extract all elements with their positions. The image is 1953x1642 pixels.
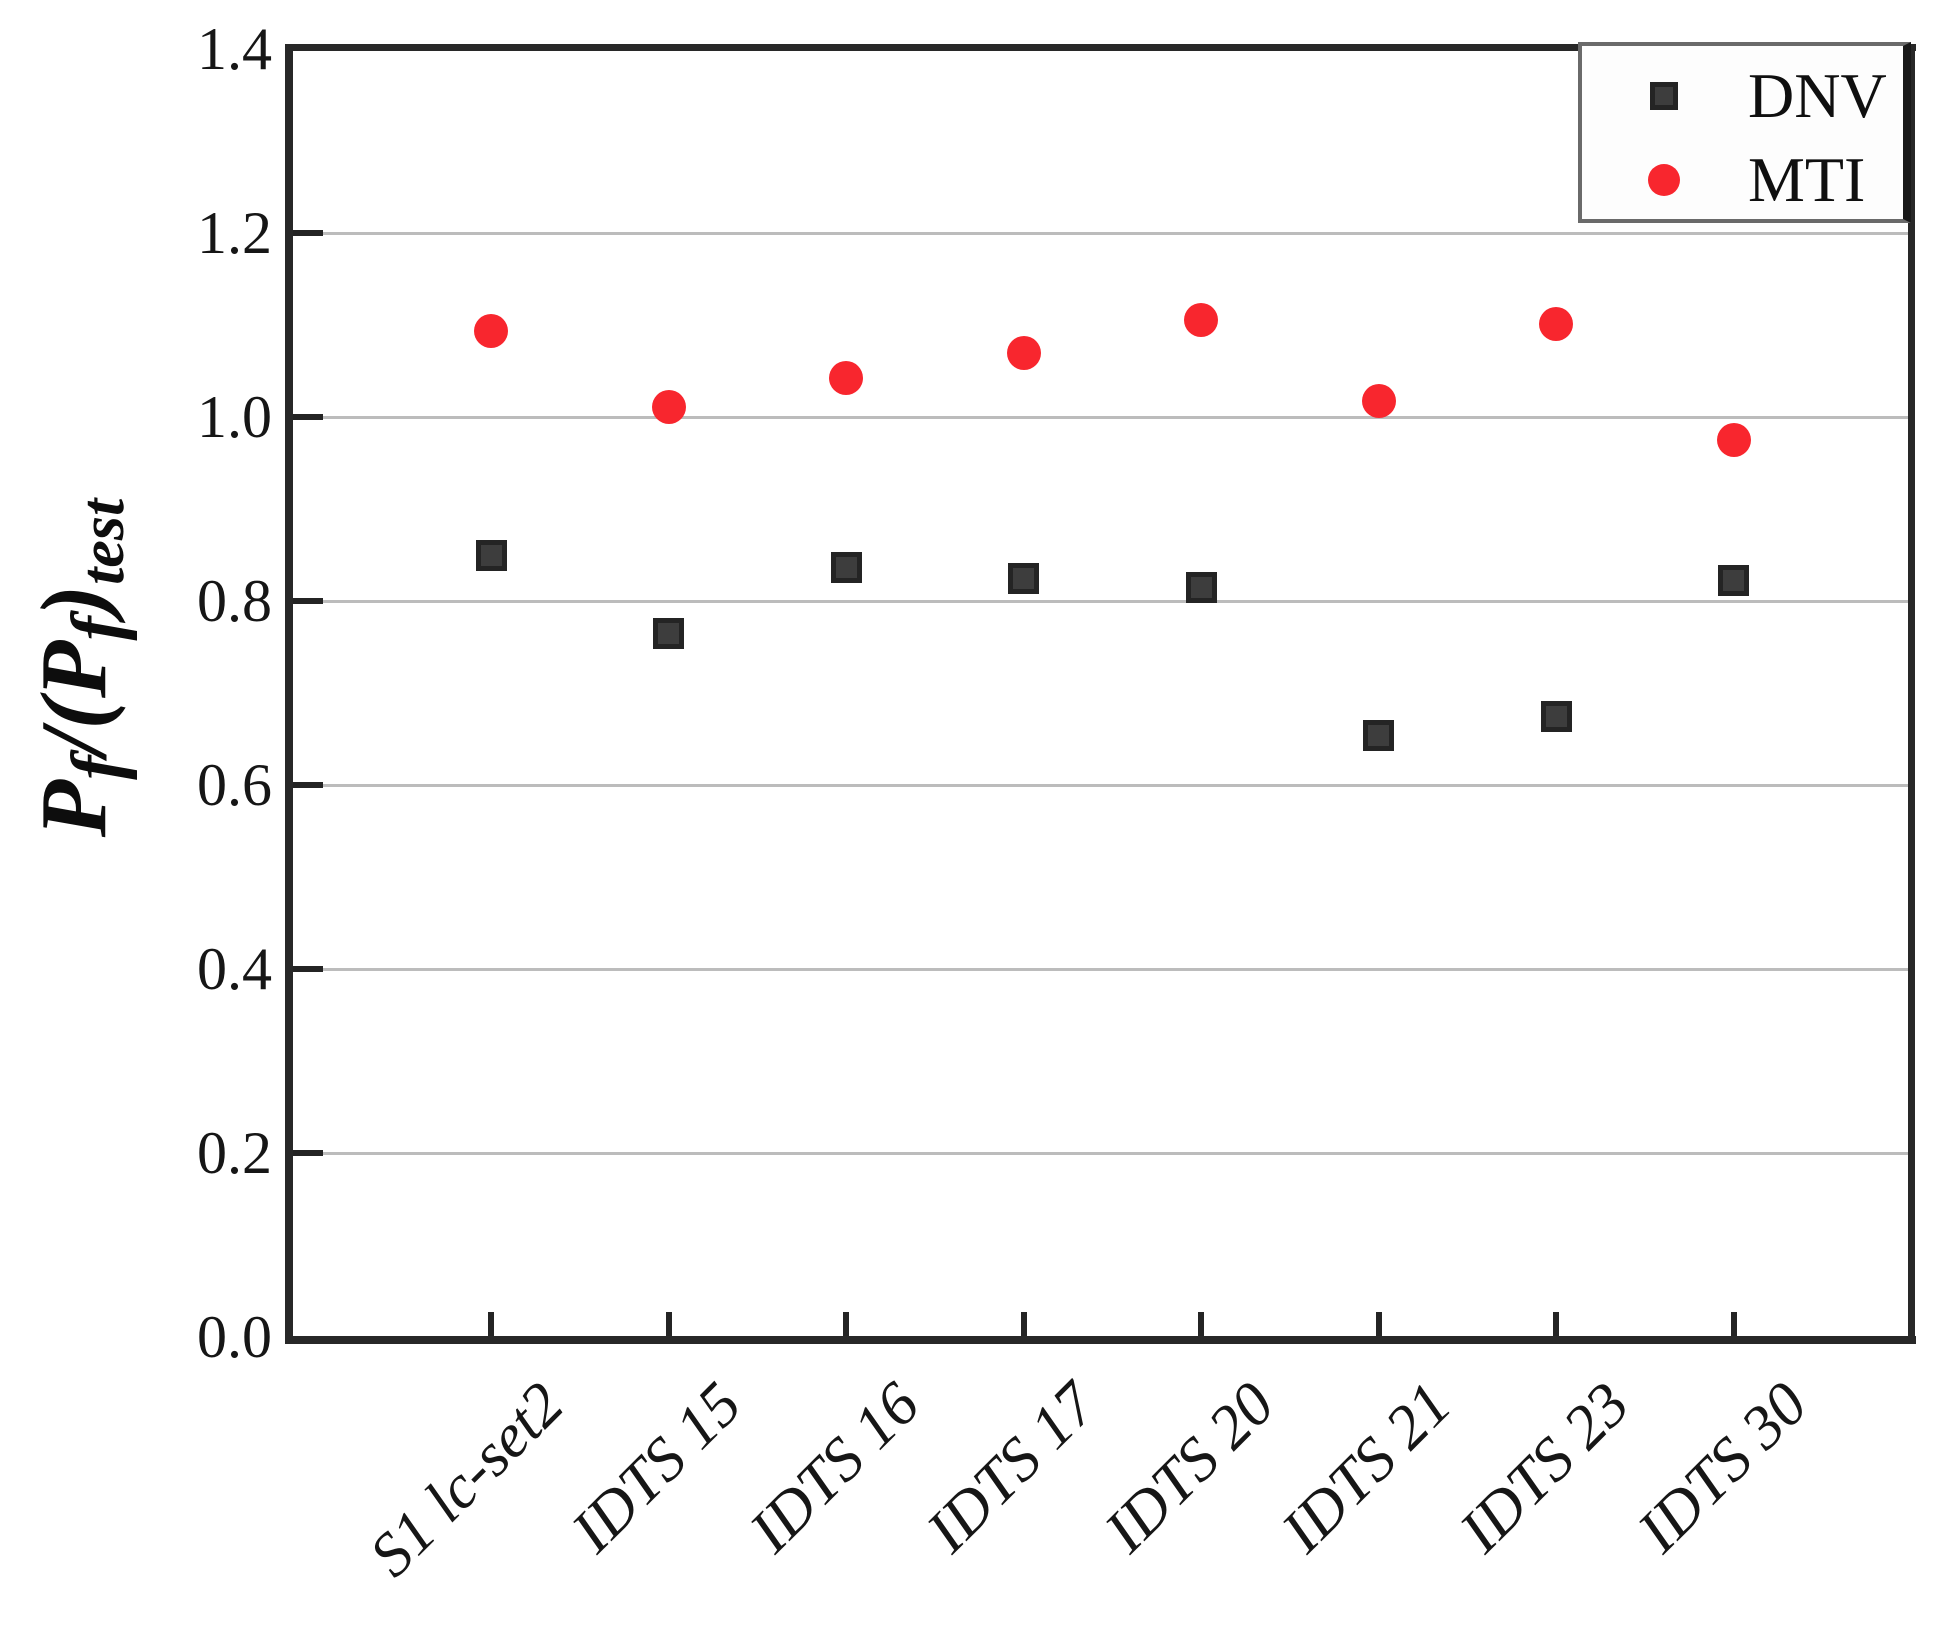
x-tick [665, 1312, 672, 1336]
data-point-dnv [1718, 565, 1750, 597]
gridline [293, 416, 1908, 419]
data-point-mti [829, 361, 864, 396]
y-tick [293, 598, 323, 604]
data-point-dnv [1008, 562, 1040, 594]
data-point-mti [1184, 303, 1219, 338]
y-tick-label: 0.4 [197, 936, 272, 1002]
data-point-dnv [653, 617, 685, 649]
x-tick [1730, 1312, 1737, 1336]
x-tick [1020, 1312, 1027, 1336]
y-axis-title-sub: f [56, 755, 138, 780]
y-tick-label: 0.6 [197, 752, 272, 818]
y-tick [293, 782, 323, 788]
x-tick [488, 1312, 494, 1336]
y-axis-title: Pf/(Pf)test [20, 499, 139, 838]
gridline [293, 600, 1908, 603]
legend-label-dnv: DNV [1748, 60, 1887, 131]
gridline [293, 784, 1908, 787]
y-axis-title-part: P [22, 779, 127, 838]
y-axis-title-part: ) [22, 584, 127, 617]
x-tick [1198, 1312, 1205, 1336]
y-tick [293, 230, 323, 236]
y-tick [293, 414, 323, 420]
x-tick-label: IDTS 23 [1446, 1369, 1643, 1566]
x-tick-label: IDTS 30 [1624, 1369, 1820, 1566]
y-tick-label: 1.4 [197, 16, 272, 82]
x-tick [1553, 1312, 1560, 1336]
data-point-dnv [475, 539, 507, 571]
legend: DNV MTI [1578, 42, 1911, 223]
gridline [293, 968, 1908, 971]
y-tick-label: 1.0 [197, 384, 272, 450]
x-tick-label: IDTS 21 [1269, 1369, 1465, 1566]
x-tick [843, 1312, 850, 1336]
data-point-dnv [1185, 571, 1217, 603]
data-point-mti [1006, 335, 1041, 370]
data-point-dnv [1540, 700, 1572, 732]
legend-square-marker-icon [1650, 82, 1678, 110]
bottom-spine [285, 1336, 1916, 1344]
top-spine [285, 44, 1916, 51]
data-point-dnv [830, 552, 862, 584]
x-tick-label: IDTS 17 [914, 1369, 1110, 1566]
gridline [293, 232, 1908, 235]
y-tick-label: 1.2 [197, 200, 272, 266]
x-tick-label: S1 lc-set2 [357, 1369, 577, 1590]
y-axis-title-part: /(P [22, 640, 127, 756]
data-point-dnv [1363, 719, 1395, 751]
x-tick [1375, 1312, 1382, 1336]
y-axis-title-sub: f [56, 616, 138, 641]
x-tick-label: IDTS 16 [736, 1369, 933, 1566]
y-tick-label: 0.8 [197, 568, 272, 634]
y-tick [293, 1150, 323, 1156]
legend-circle-marker-icon [1648, 164, 1680, 196]
y-tick-label: 0.2 [197, 1120, 272, 1186]
y-tick-label: 0.0 [197, 1304, 272, 1370]
data-point-mti [651, 389, 686, 424]
data-point-mti [474, 313, 508, 348]
data-point-mti [1539, 307, 1574, 342]
x-tick-label: IDTS 20 [1091, 1369, 1288, 1566]
left-spine [285, 44, 293, 1344]
x-tick-label: IDTS 15 [559, 1369, 755, 1566]
gridline [293, 1152, 1908, 1155]
legend-label-mti: MTI [1748, 144, 1866, 215]
y-tick [293, 966, 323, 972]
y-axis-title-sub: test [68, 498, 137, 585]
data-point-mti [1716, 423, 1751, 457]
right-spine [1908, 44, 1915, 1344]
data-point-mti [1361, 384, 1396, 419]
